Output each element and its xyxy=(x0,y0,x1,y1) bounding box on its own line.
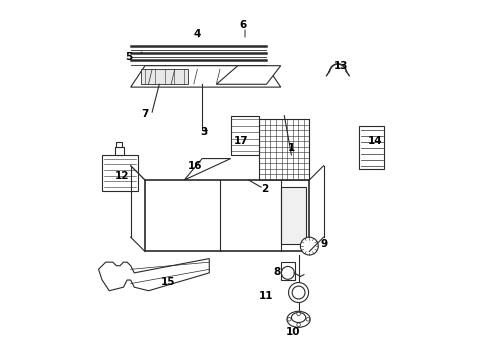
Circle shape xyxy=(306,318,310,321)
Text: 9: 9 xyxy=(320,239,327,249)
Polygon shape xyxy=(98,258,209,291)
Polygon shape xyxy=(184,158,231,180)
Polygon shape xyxy=(217,66,281,84)
Text: 3: 3 xyxy=(200,127,208,137)
Ellipse shape xyxy=(292,312,306,323)
Text: 17: 17 xyxy=(234,136,249,146)
Polygon shape xyxy=(131,66,281,87)
Text: 5: 5 xyxy=(125,52,132,62)
Text: 4: 4 xyxy=(193,28,200,39)
Circle shape xyxy=(289,283,309,302)
Bar xyxy=(115,147,123,155)
Bar xyxy=(102,155,138,191)
Polygon shape xyxy=(231,116,259,155)
Text: 1: 1 xyxy=(288,143,295,153)
Text: 6: 6 xyxy=(240,19,247,30)
Circle shape xyxy=(281,266,294,279)
Bar xyxy=(259,119,309,180)
Text: 10: 10 xyxy=(286,327,300,337)
Bar xyxy=(281,187,306,244)
Text: 8: 8 xyxy=(273,267,281,277)
Text: 13: 13 xyxy=(334,61,349,71)
Circle shape xyxy=(292,286,305,299)
Text: 12: 12 xyxy=(115,171,129,181)
Bar xyxy=(145,180,309,251)
Circle shape xyxy=(300,237,318,255)
Text: 7: 7 xyxy=(141,109,148,119)
Circle shape xyxy=(288,318,291,321)
Text: 16: 16 xyxy=(188,161,202,171)
Text: 14: 14 xyxy=(368,136,383,146)
Bar xyxy=(142,69,188,84)
Ellipse shape xyxy=(287,311,310,327)
Bar xyxy=(116,142,122,147)
Text: 11: 11 xyxy=(259,291,274,301)
Text: 2: 2 xyxy=(261,184,268,194)
Bar xyxy=(281,262,295,280)
Text: 15: 15 xyxy=(161,277,175,287)
Bar xyxy=(359,126,384,169)
Circle shape xyxy=(297,312,300,316)
Circle shape xyxy=(297,323,300,327)
